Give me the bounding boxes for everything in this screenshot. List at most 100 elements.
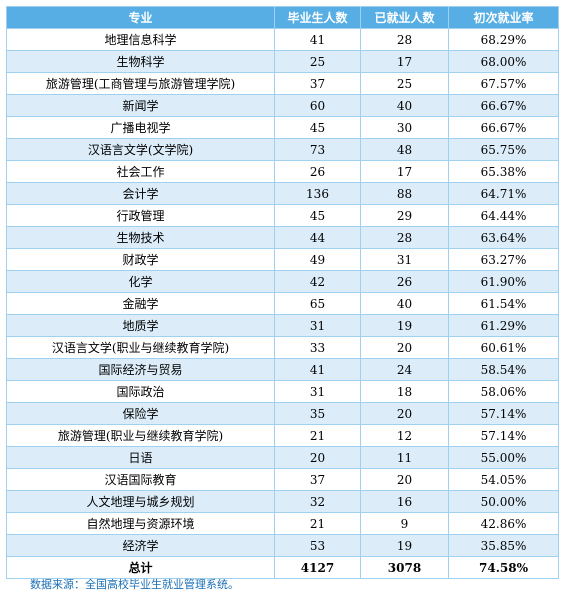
cell-employed: 31 bbox=[360, 248, 449, 271]
table-row: 广播电视学 45 30 66.67% bbox=[6, 116, 559, 139]
cell-rate: 35.85% bbox=[448, 534, 559, 557]
header-employed: 已就业人数 bbox=[360, 6, 449, 29]
cell-major: 财政学 bbox=[6, 248, 275, 271]
cell-rate: 65.38% bbox=[448, 160, 559, 183]
cell-rate: 67.57% bbox=[448, 72, 559, 95]
cell-graduates: 35 bbox=[274, 402, 361, 425]
cell-graduates: 31 bbox=[274, 380, 361, 403]
cell-rate: 66.67% bbox=[448, 116, 559, 139]
cell-rate: 58.06% bbox=[448, 380, 559, 403]
cell-major: 汉语言文学(职业与继续教育学院) bbox=[6, 336, 275, 359]
cell-rate: 50.00% bbox=[448, 490, 559, 513]
cell-employed: 20 bbox=[360, 336, 449, 359]
cell-graduates: 26 bbox=[274, 160, 361, 183]
cell-graduates: 37 bbox=[274, 468, 361, 491]
cell-employed: 28 bbox=[360, 226, 449, 249]
cell-rate: 57.14% bbox=[448, 424, 559, 447]
cell-major: 生物技术 bbox=[6, 226, 275, 249]
data-source-note: 数据来源：全国高校毕业生就业管理系统。 bbox=[30, 578, 239, 591]
cell-employed: 24 bbox=[360, 358, 449, 381]
table-row: 国际经济与贸易 41 24 58.54% bbox=[6, 358, 559, 381]
cell-employed: 20 bbox=[360, 468, 449, 491]
table-row: 汉语言文学(职业与继续教育学院) 33 20 60.61% bbox=[6, 336, 559, 359]
table-row: 旅游管理(职业与继续教育学院) 21 12 57.14% bbox=[6, 424, 559, 447]
table-row: 生物技术 44 28 63.64% bbox=[6, 226, 559, 249]
cell-graduates: 136 bbox=[274, 182, 361, 205]
cell-major: 旅游管理(工商管理与旅游管理学院) bbox=[6, 72, 275, 95]
cell-rate: 57.14% bbox=[448, 402, 559, 425]
cell-major: 金融学 bbox=[6, 292, 275, 315]
table-row: 旅游管理(工商管理与旅游管理学院) 37 25 67.57% bbox=[6, 72, 559, 95]
cell-major: 行政管理 bbox=[6, 204, 275, 227]
cell-major: 汉语国际教育 bbox=[6, 468, 275, 491]
cell-major: 日语 bbox=[6, 446, 275, 469]
table-row: 地理信息科学 41 28 68.29% bbox=[6, 28, 559, 51]
cell-employed: 30 bbox=[360, 116, 449, 139]
table-row: 自然地理与资源环境 21 9 42.86% bbox=[6, 512, 559, 535]
cell-graduates: 20 bbox=[274, 446, 361, 469]
cell-graduates: 45 bbox=[274, 204, 361, 227]
cell-major: 社会工作 bbox=[6, 160, 275, 183]
cell-rate: 61.29% bbox=[448, 314, 559, 337]
table-row: 汉语国际教育 37 20 54.05% bbox=[6, 468, 559, 491]
table-row: 保险学 35 20 57.14% bbox=[6, 402, 559, 425]
cell-employed: 29 bbox=[360, 204, 449, 227]
table-row: 化学 42 26 61.90% bbox=[6, 270, 559, 293]
cell-major: 地理信息科学 bbox=[6, 28, 275, 51]
header-major: 专业 bbox=[6, 6, 275, 29]
cell-employed: 48 bbox=[360, 138, 449, 161]
cell-major: 汉语言文学(文学院) bbox=[6, 138, 275, 161]
cell-graduates: 32 bbox=[274, 490, 361, 513]
cell-rate: 63.27% bbox=[448, 248, 559, 271]
cell-rate: 61.54% bbox=[448, 292, 559, 315]
cell-major: 化学 bbox=[6, 270, 275, 293]
cell-graduates: 41 bbox=[274, 28, 361, 51]
cell-graduates: 21 bbox=[274, 512, 361, 535]
cell-graduates: 45 bbox=[274, 116, 361, 139]
cell-major: 人文地理与城乡规划 bbox=[6, 490, 275, 513]
cell-employed: 18 bbox=[360, 380, 449, 403]
cell-employed: 19 bbox=[360, 314, 449, 337]
table-row: 国际政治 31 18 58.06% bbox=[6, 380, 559, 403]
cell-graduates: 41 bbox=[274, 358, 361, 381]
cell-major: 自然地理与资源环境 bbox=[6, 512, 275, 535]
cell-rate: 64.44% bbox=[448, 204, 559, 227]
cell-rate: 60.61% bbox=[448, 336, 559, 359]
table-row: 生物科学 25 17 68.00% bbox=[6, 50, 559, 73]
cell-employed: 16 bbox=[360, 490, 449, 513]
cell-employed: 17 bbox=[360, 160, 449, 183]
cell-rate: 64.71% bbox=[448, 182, 559, 205]
cell-employed: 40 bbox=[360, 292, 449, 315]
cell-graduates: 49 bbox=[274, 248, 361, 271]
cell-rate: 54.05% bbox=[448, 468, 559, 491]
table-row: 地质学 31 19 61.29% bbox=[6, 314, 559, 337]
cell-employed: 28 bbox=[360, 28, 449, 51]
employment-table-container: 专业 毕业生人数 已就业人数 初次就业率 地理信息科学 41 28 68.29% 生物科… bbox=[6, 6, 559, 579]
cell-rate: 65.75% bbox=[448, 138, 559, 161]
cell-rate: 42.86% bbox=[448, 512, 559, 535]
cell-graduates: 60 bbox=[274, 94, 361, 117]
cell-major: 地质学 bbox=[6, 314, 275, 337]
header-employment-rate: 初次就业率 bbox=[448, 6, 559, 29]
cell-graduates: 73 bbox=[274, 138, 361, 161]
cell-graduates: 44 bbox=[274, 226, 361, 249]
cell-rate: 61.90% bbox=[448, 270, 559, 293]
cell-rate: 63.64% bbox=[448, 226, 559, 249]
cell-employed: 11 bbox=[360, 446, 449, 469]
table-row: 经济学 53 19 35.85% bbox=[6, 534, 559, 557]
cell-graduates: 53 bbox=[274, 534, 361, 557]
total-label: 总计 bbox=[6, 556, 275, 579]
cell-graduates: 42 bbox=[274, 270, 361, 293]
cell-major: 国际经济与贸易 bbox=[6, 358, 275, 381]
cell-major: 经济学 bbox=[6, 534, 275, 557]
cell-graduates: 33 bbox=[274, 336, 361, 359]
cell-rate: 68.00% bbox=[448, 50, 559, 73]
total-employed: 3078 bbox=[360, 556, 449, 579]
table-row: 社会工作 26 17 65.38% bbox=[6, 160, 559, 183]
cell-major: 新闻学 bbox=[6, 94, 275, 117]
cell-employed: 40 bbox=[360, 94, 449, 117]
table-total-row: 总计 4127 3078 74.58% bbox=[6, 556, 559, 579]
cell-graduates: 65 bbox=[274, 292, 361, 315]
cell-graduates: 25 bbox=[274, 50, 361, 73]
table-row: 新闻学 60 40 66.67% bbox=[6, 94, 559, 117]
